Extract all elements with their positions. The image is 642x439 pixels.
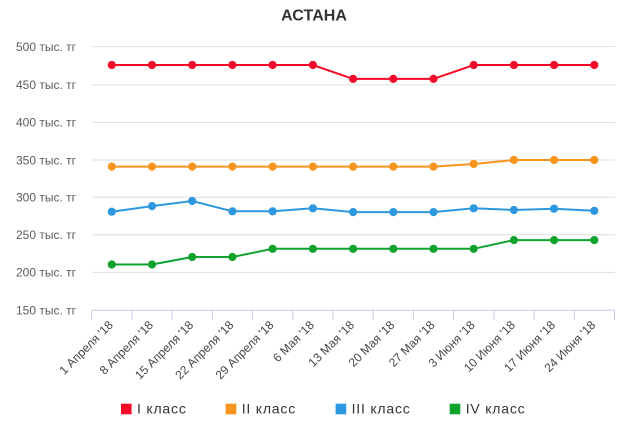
svg-text:250 тыс. тг: 250 тыс. тг [16,228,77,242]
svg-text:350 тыс. тг: 350 тыс. тг [16,153,77,167]
svg-text:АСТАНА: АСТАНА [281,7,347,24]
svg-text:300 тыс. тг: 300 тыс. тг [16,191,77,205]
svg-text:450 тыс. тг: 450 тыс. тг [16,78,77,92]
svg-text:400 тыс. тг: 400 тыс. тг [16,116,77,130]
svg-text:150 тыс. тг: 150 тыс. тг [16,304,77,318]
svg-text:500 тыс. тг: 500 тыс. тг [16,40,77,54]
svg-text:I класс: I класс [137,400,187,416]
svg-text:III класс: III класс [352,400,411,416]
svg-text:IV класс: IV класс [466,400,526,416]
svg-text:200 тыс. тг: 200 тыс. тг [16,266,77,280]
svg-text:II класс: II класс [242,400,296,416]
